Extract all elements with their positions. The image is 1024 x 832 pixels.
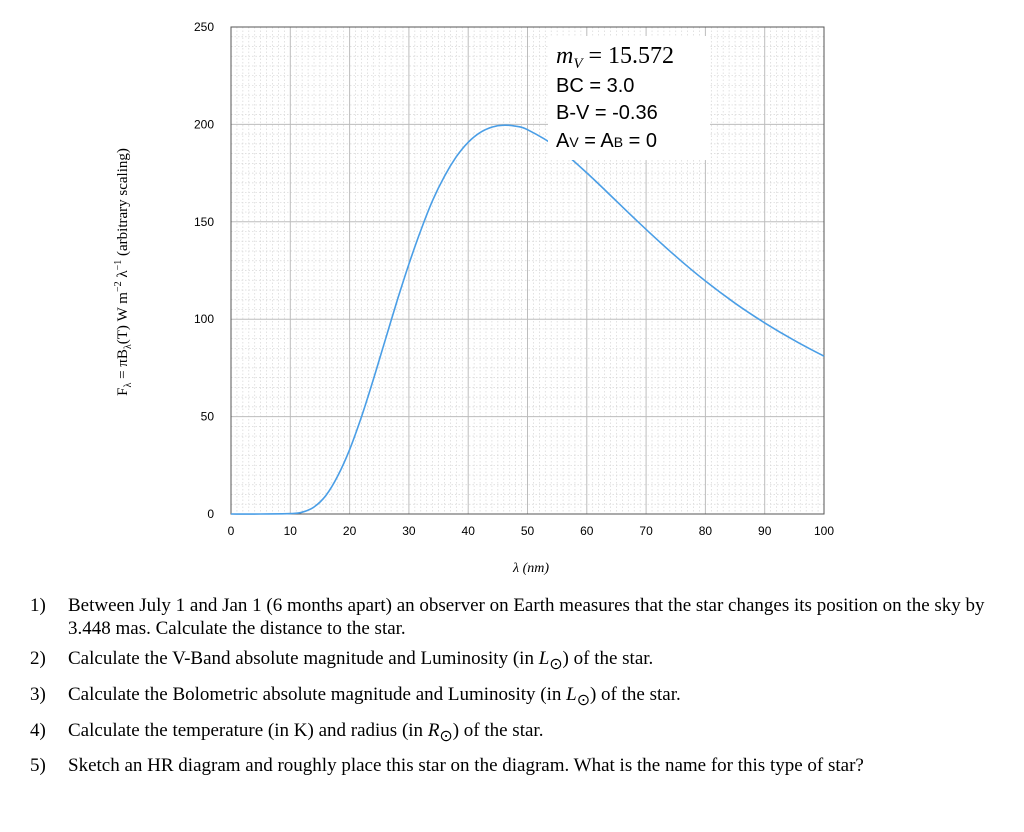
question-1: 1) Between July 1 and Jan 1 (6 months apa… <box>30 594 990 640</box>
solar-subscript: ⊙ <box>549 655 563 673</box>
y-tick-label: 0 <box>207 507 214 521</box>
y-tick-labels: 0 50 100 150 200 250 <box>194 20 214 521</box>
question-text: Sketch an HR diagram and roughly place t… <box>68 755 864 777</box>
x-tick-label: 80 <box>699 524 713 538</box>
annotation-mv: mV = 15.572 <box>556 43 674 72</box>
annotation-bc: BC = 3.0 <box>556 75 634 97</box>
luminosity-symbol: L <box>538 648 550 669</box>
question-number: 2) <box>30 648 46 669</box>
y-tick-label: 200 <box>194 117 214 131</box>
question-4: 4) Calculate the temperature (in K) and r… <box>30 719 990 748</box>
solar-subscript: ⊙ <box>439 727 453 745</box>
x-tick-label: 10 <box>284 524 298 538</box>
x-tick-label: 0 <box>228 524 235 538</box>
x-tick-label: 60 <box>580 524 594 538</box>
question-number: 4) <box>30 719 46 741</box>
y-tick-label: 250 <box>194 20 214 34</box>
question-list: 1) Between July 1 and Jan 1 (6 months apa… <box>30 594 990 784</box>
question-5: 5) Sketch an HR diagram and roughly place… <box>30 754 990 777</box>
y-axis-label: Fλ = πBλ(T) W m−2 λ−1 (arbitrary scaling… <box>113 148 134 396</box>
x-tick-label: 50 <box>521 524 535 538</box>
question-2: 2) Calculate the V-Band absolute magnitud… <box>30 647 990 676</box>
y-tick-label: 100 <box>194 312 214 326</box>
y-tick-label: 50 <box>201 410 215 424</box>
y-tick-label: 150 <box>194 215 214 229</box>
x-tick-label: 40 <box>462 524 476 538</box>
question-text: Calculate the Bolometric absolute magnit… <box>68 683 567 705</box>
question-number: 1) <box>30 595 46 616</box>
question-text: Between July 1 and Jan 1 (6 months apart… <box>68 595 985 639</box>
annotation-extinction: AV = AB = 0 <box>556 130 657 152</box>
major-gridlines <box>231 27 824 514</box>
luminosity-symbol: L <box>566 683 577 705</box>
question-3: 3) Calculate the Bolometric absolute magn… <box>30 683 990 712</box>
question-text: Calculate the V-Band absolute magnitude … <box>68 648 539 669</box>
annotation-box: mV = 15.572 BC = 3.0 B-V = -0.36 AV = AB… <box>548 36 710 160</box>
plot-frame <box>230 26 825 515</box>
question-number: 5) <box>30 755 46 777</box>
x-tick-label: 90 <box>758 524 772 538</box>
annotation-background <box>548 36 710 160</box>
solar-subscript: ⊙ <box>576 691 590 709</box>
x-tick-labels: 0 10 20 30 40 50 60 70 80 90 100 <box>228 524 835 538</box>
question-text-end: ) of the star. <box>562 648 654 669</box>
x-tick-label: 100 <box>814 524 834 538</box>
x-tick-label: 30 <box>402 524 416 538</box>
annotation-bv: B-V = -0.36 <box>556 102 658 124</box>
question-number: 3) <box>30 683 46 705</box>
series-line <box>230 124 825 515</box>
x-tick-label: 20 <box>343 524 357 538</box>
blackbody-chart: 0 10 20 30 40 50 60 70 80 90 100 0 50 100 150 200 250 m… <box>113 20 835 576</box>
question-text-end: ) of the star. <box>452 719 544 741</box>
radius-symbol: R <box>427 719 440 741</box>
question-text-end: ) of the star. <box>589 683 681 705</box>
x-tick-label: 70 <box>639 524 653 538</box>
x-axis-label: λ (nm) <box>512 561 549 576</box>
question-text: Calculate the temperature (in K) and rad… <box>68 719 428 741</box>
